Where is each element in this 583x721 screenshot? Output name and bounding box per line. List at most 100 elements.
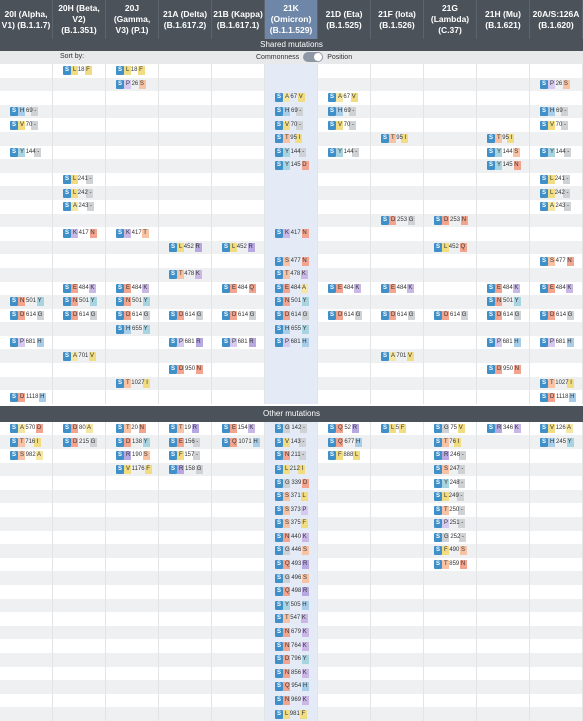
column-header-7[interactable]: 21F (Iota) (B.1.526) [371, 0, 424, 39]
column-header-2[interactable]: 20J (Gamma, V3) (P.1) [106, 0, 159, 39]
column-header-0[interactable]: 20I (Alpha, V1) (B.1.1.7) [0, 0, 53, 39]
column-header-3[interactable]: 21A (Delta) (B.1.617.2) [159, 0, 212, 39]
column-header-8[interactable]: 21G (Lambda) (C.37) [424, 0, 477, 39]
column-header-6[interactable]: 21D (Eta) (B.1.525) [318, 0, 371, 39]
column-header-1[interactable]: 20H (Beta, V2) (B.1.351) [53, 0, 106, 39]
sort-toggle-switch[interactable] [303, 52, 324, 62]
column-header-10[interactable]: 20A/S:126A (B.1.620) [530, 0, 583, 39]
column-header-4[interactable]: 21B (Kappa) (B.1.617.1) [212, 0, 265, 39]
